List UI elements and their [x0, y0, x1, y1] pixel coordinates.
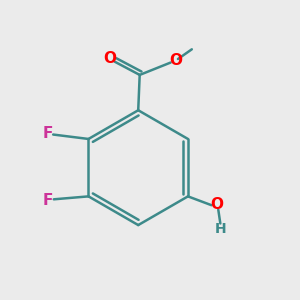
Text: O: O [103, 51, 116, 66]
Text: H: H [214, 222, 226, 236]
Text: F: F [43, 193, 53, 208]
Text: F: F [43, 126, 53, 141]
Text: O: O [210, 197, 223, 212]
Text: O: O [169, 53, 182, 68]
